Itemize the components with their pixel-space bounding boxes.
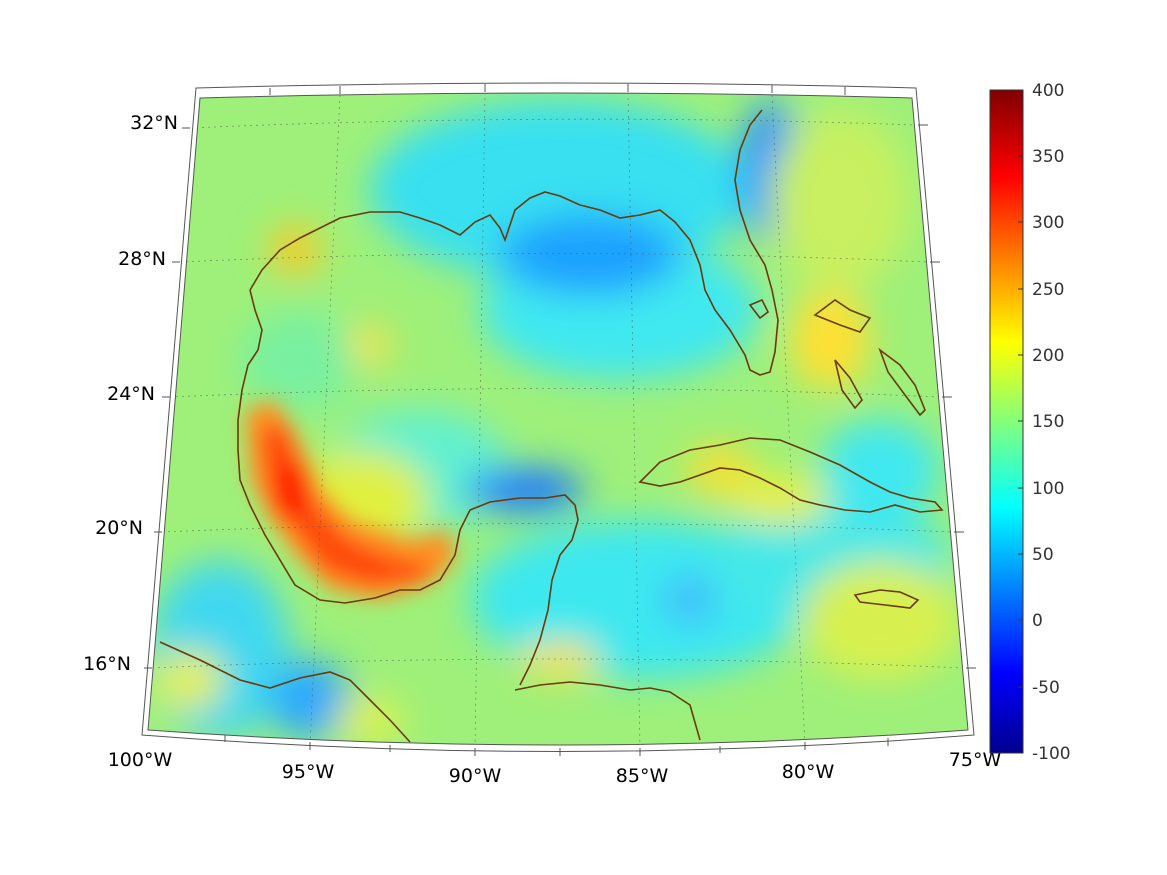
colorbar-gradient — [989, 89, 1024, 754]
lon-label-90w: 90°W — [449, 765, 502, 787]
colorbar-label-50: 50 — [1032, 545, 1054, 565]
colorbar-label-300: 300 — [1032, 213, 1064, 233]
map-frame — [141, 82, 976, 756]
lon-label-85w: 85°W — [616, 765, 669, 787]
lon-label-80w: 80°W — [782, 761, 835, 783]
lat-label-24n: 24°N — [107, 383, 155, 405]
colorbar-label-0: 0 — [1032, 611, 1043, 631]
graticule — [151, 93, 965, 745]
colorbar-label-150: 150 — [1032, 412, 1064, 432]
colorbar-label-minus50: -50 — [1032, 678, 1060, 698]
colorbar-label-400: 400 — [1032, 81, 1064, 101]
lat-label-28n: 28°N — [118, 248, 166, 270]
lon-label-75w: 75°W — [949, 749, 1002, 771]
data-field — [148, 93, 968, 745]
longitude-labels: 100°W 95°W 90°W 85°W 80°W 75°W — [108, 749, 1002, 787]
colorbar-label-250: 250 — [1032, 280, 1064, 300]
colorbar-label-100: 100 — [1032, 479, 1064, 499]
latitude-labels: 32°N 28°N 24°N 20°N 16°N — [83, 112, 178, 675]
lat-label-20n: 20°N — [95, 517, 143, 539]
colorbar: 400 350 300 250 200 150 100 50 0 -50 -10… — [989, 81, 1071, 764]
colorbar-label-350: 350 — [1032, 147, 1064, 167]
colorbar-label-200: 200 — [1032, 346, 1064, 366]
lon-label-95w: 95°W — [282, 761, 335, 783]
lat-label-32n: 32°N — [130, 112, 178, 134]
lon-label-100w: 100°W — [108, 749, 173, 771]
coastlines — [159, 109, 944, 743]
colorbar-label-minus100: -100 — [1032, 744, 1071, 764]
colorbar-ticks — [1018, 155, 1023, 688]
lat-label-16n: 16°N — [83, 653, 131, 675]
